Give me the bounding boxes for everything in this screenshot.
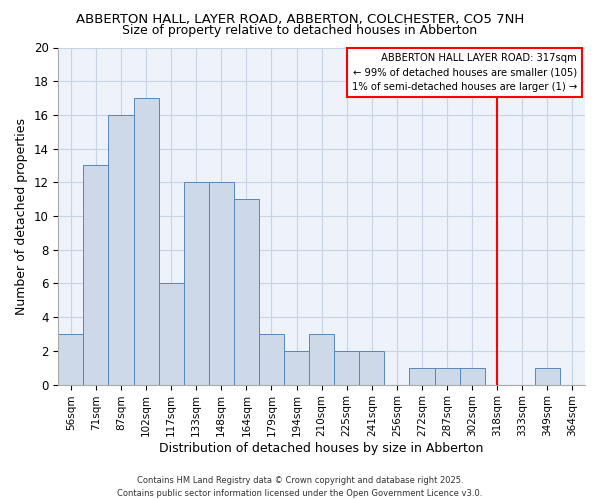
Text: Size of property relative to detached houses in Abberton: Size of property relative to detached ho… [122,24,478,37]
Bar [284,351,309,384]
Text: ABBERTON HALL, LAYER ROAD, ABBERTON, COLCHESTER, CO5 7NH: ABBERTON HALL, LAYER ROAD, ABBERTON, COL… [76,12,524,26]
Bar [359,351,385,384]
X-axis label: Distribution of detached houses by size in Abberton: Distribution of detached houses by size … [160,442,484,455]
Bar [58,334,83,384]
Bar [460,368,485,384]
Text: Contains HM Land Registry data © Crown copyright and database right 2025.
Contai: Contains HM Land Registry data © Crown c… [118,476,482,498]
Y-axis label: Number of detached properties: Number of detached properties [15,118,28,314]
Bar [184,182,209,384]
Bar [134,98,158,384]
Bar [209,182,234,384]
Bar [309,334,334,384]
Bar [409,368,434,384]
Bar [334,351,359,384]
Bar [434,368,460,384]
Bar [259,334,284,384]
Bar [83,166,109,384]
Bar [109,115,134,384]
Text: ABBERTON HALL LAYER ROAD: 317sqm
← 99% of detached houses are smaller (105)
1% o: ABBERTON HALL LAYER ROAD: 317sqm ← 99% o… [352,52,577,92]
Bar [158,284,184,384]
Bar [535,368,560,384]
Bar [234,199,259,384]
